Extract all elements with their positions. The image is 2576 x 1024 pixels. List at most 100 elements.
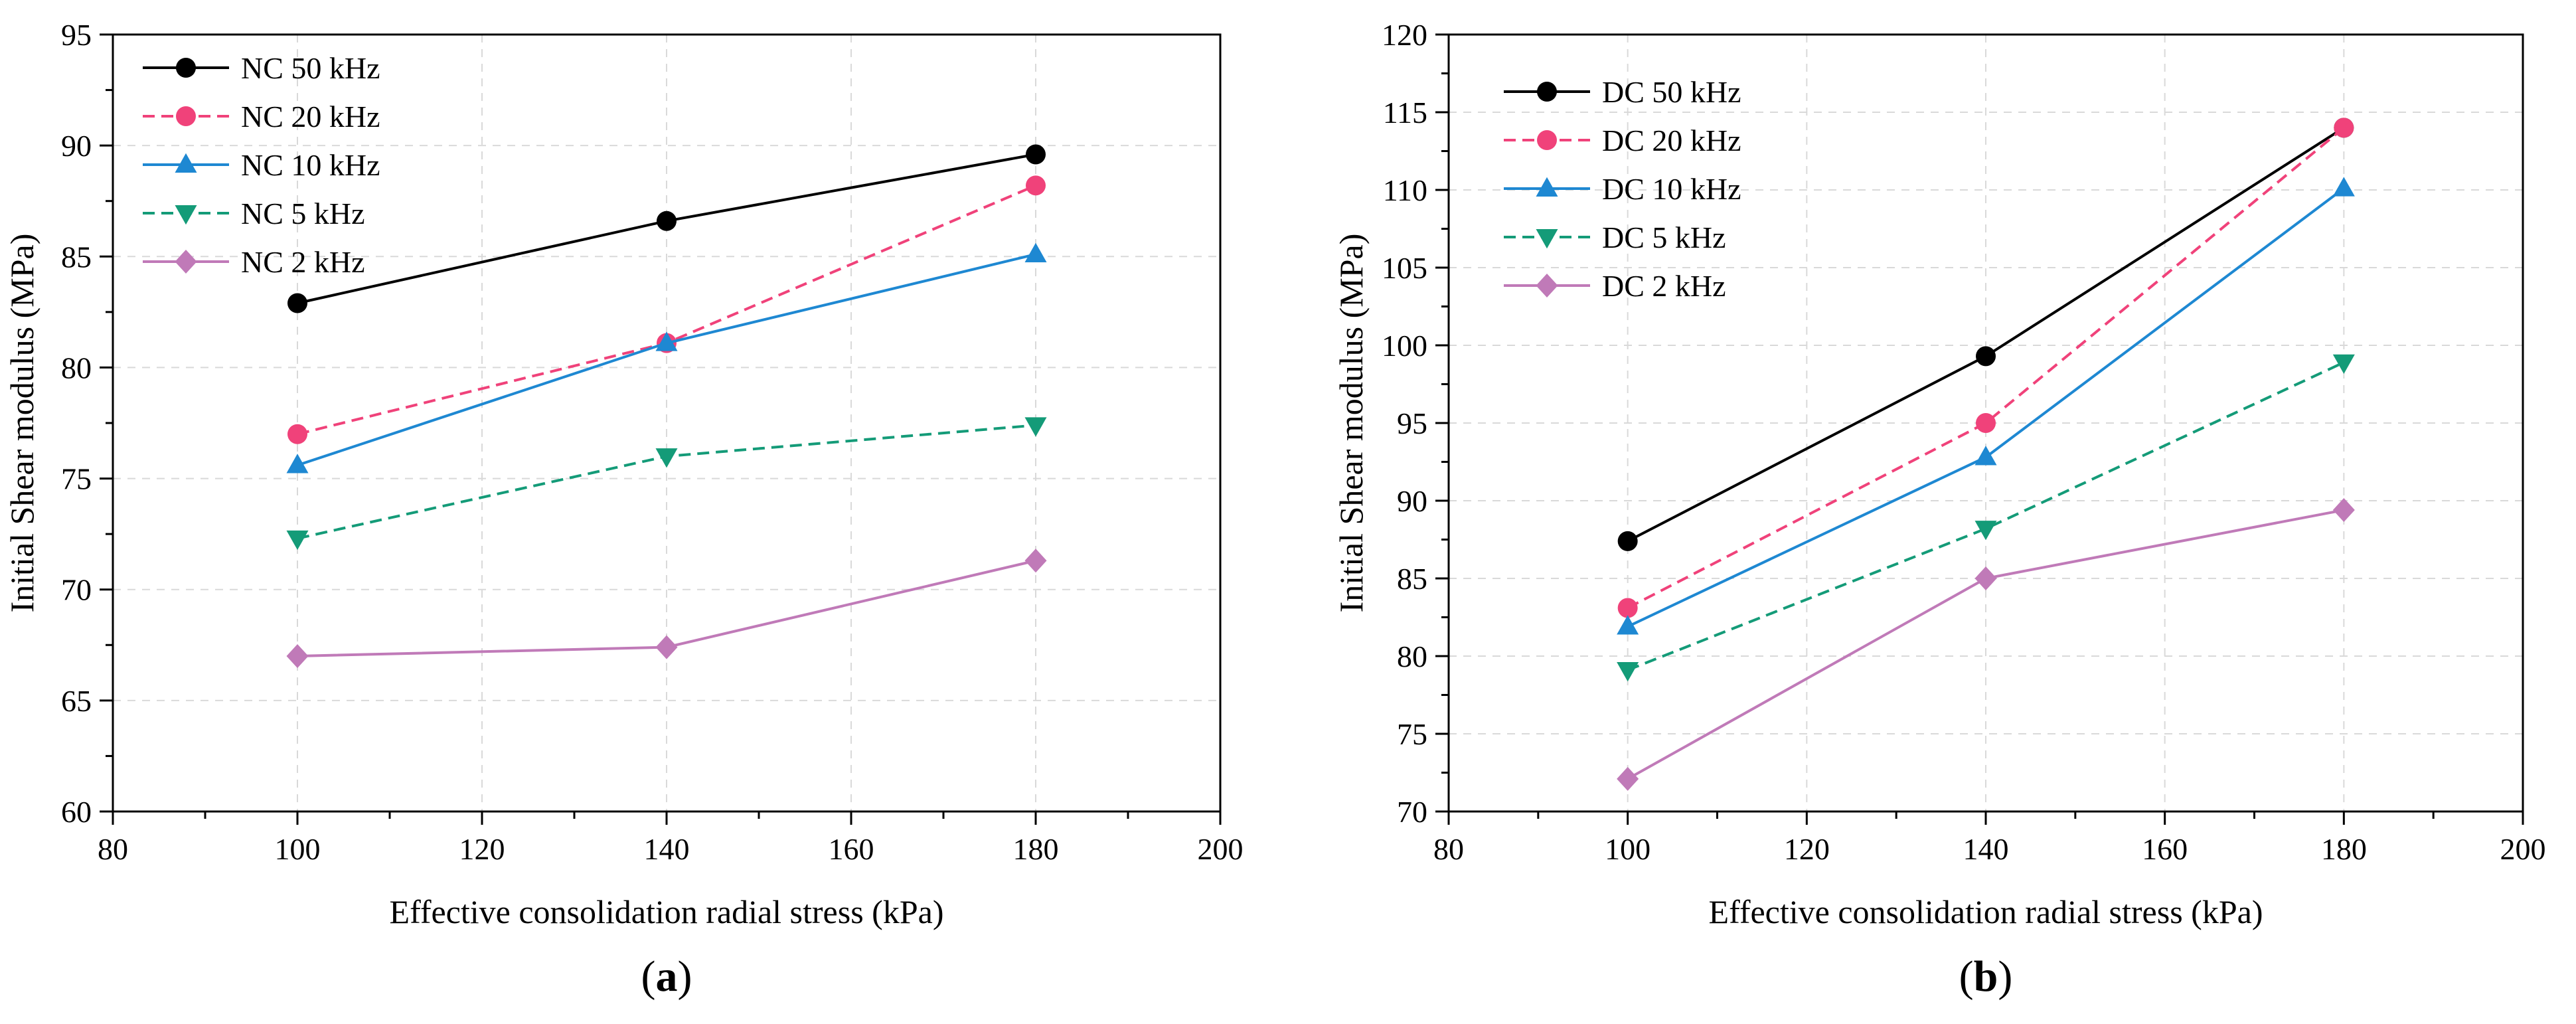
data-point — [1976, 346, 1996, 367]
y-tick-label: 95 — [61, 18, 92, 52]
y-tick-label: 100 — [1382, 329, 1427, 363]
data-point — [657, 211, 677, 231]
series-dc-10-khz — [1617, 177, 2355, 635]
data-point — [655, 635, 678, 659]
y-tick-label: 95 — [1397, 406, 1427, 440]
data-point — [1617, 615, 1639, 635]
x-tick-label: 140 — [1963, 832, 2009, 866]
data-point — [2332, 354, 2355, 374]
data-point — [655, 331, 678, 351]
series-nc-10-khz — [286, 242, 1047, 473]
legend-swatch-marker — [1537, 130, 1557, 150]
legend-swatch-marker — [176, 106, 196, 126]
legend-item: NC 20 kHz — [143, 100, 380, 133]
legend-item: DC 50 kHz — [1504, 75, 1741, 109]
x-tick-label: 80 — [1433, 832, 1464, 866]
y-axis-label: Initial Shear modulus (MPa) — [1332, 234, 1370, 613]
y-tick-label: 80 — [1397, 640, 1427, 673]
x-tick-label: 180 — [2321, 832, 2367, 866]
data-point — [1024, 242, 1047, 262]
series-line — [1627, 126, 2345, 610]
panel-label: (b) — [1959, 952, 2013, 1001]
legend-item: DC 10 kHz — [1504, 172, 1741, 206]
legend-swatch-marker — [1536, 177, 1558, 197]
y-axis-label: Initial Shear modulus (MPa) — [3, 234, 40, 613]
x-tick-label: 180 — [1013, 832, 1059, 866]
x-tick-label: 120 — [459, 832, 505, 866]
data-point — [1974, 566, 1997, 590]
y-tick-label: 65 — [61, 684, 92, 718]
legend-label: NC 20 kHz — [241, 100, 380, 133]
data-point — [1617, 598, 1638, 618]
y-tick-label: 70 — [1397, 795, 1427, 829]
data-point — [2332, 498, 2355, 523]
series-nc-50-khz — [287, 144, 1046, 313]
data-point — [287, 424, 307, 444]
data-point — [1617, 766, 1639, 791]
x-tick-label: 140 — [644, 832, 690, 866]
y-tick-label: 115 — [1383, 96, 1427, 129]
chart-panel-b: 80 100 120 140 160 180 200 70 75 80 85 90 95 100 105 11… — [1332, 18, 2546, 1001]
y-tick-label: 110 — [1383, 173, 1427, 207]
legend: DC 50 kHz DC 20 kHz DC 10 kHz DC 5 kHz DC 2 … — [1504, 75, 1741, 303]
legend-item: NC 5 kHz — [143, 197, 365, 230]
x-tick-label: 100 — [1605, 832, 1650, 866]
data-point — [1976, 413, 1996, 433]
x-tick-label: 160 — [829, 832, 874, 866]
x-tick-label: 80 — [98, 832, 128, 866]
data-point — [1974, 446, 1997, 466]
legend: NC 50 kHz NC 20 kHz NC 10 kHz NC 5 kHz NC 2 … — [143, 51, 380, 279]
x-axis-label: Effective consolidation radial stress (k… — [390, 893, 944, 930]
series-nc-5-khz — [286, 417, 1047, 551]
legend-label: NC 10 kHz — [241, 148, 380, 182]
data-point — [286, 644, 309, 668]
data-point — [2334, 118, 2354, 138]
legend-item: NC 10 kHz — [143, 148, 380, 182]
y-tick-label: 70 — [61, 573, 92, 607]
legend-swatch-marker — [175, 153, 197, 173]
data-point — [1024, 549, 1047, 573]
y-tick-label: 80 — [61, 351, 92, 384]
data-point — [1026, 144, 1046, 165]
legend-label: NC 5 kHz — [241, 197, 365, 230]
y-tick-label: 60 — [61, 795, 92, 829]
y-tick-label: 75 — [61, 462, 92, 496]
series-nc-2-khz — [286, 549, 1047, 668]
legend-swatch-marker — [1536, 274, 1558, 298]
series-dc-2-khz — [1617, 498, 2355, 791]
legend-swatch-marker — [1536, 229, 1558, 249]
data-point — [655, 448, 678, 468]
chart-panel-a: 80 100 120 140 160 180 200 60 65 70 75 80 85 90 95 Effe… — [3, 18, 1244, 1001]
legend-label: DC 20 kHz — [1602, 124, 1741, 157]
legend-item: DC 20 kHz — [1504, 124, 1741, 157]
legend-label: DC 50 kHz — [1602, 75, 1741, 109]
legend-swatch-marker — [175, 205, 197, 225]
data-point — [1026, 175, 1046, 196]
y-tick-label: 105 — [1382, 251, 1427, 285]
data-point — [1974, 521, 1997, 541]
x-tick-label: 100 — [275, 832, 321, 866]
legend-label: DC 5 kHz — [1602, 220, 1726, 254]
data-point — [1617, 531, 1638, 551]
x-tick-label: 120 — [1784, 832, 1830, 866]
data-point — [1617, 662, 1639, 682]
panel-label: (a) — [641, 952, 692, 1001]
data-point — [287, 293, 307, 313]
legend-label: NC 50 kHz — [241, 51, 380, 85]
x-tick-label: 160 — [2142, 832, 2188, 866]
x-tick-label: 200 — [2500, 832, 2546, 866]
legend-label: DC 10 kHz — [1602, 172, 1741, 206]
legend-item: NC 50 kHz — [143, 51, 380, 85]
legend-swatch-marker — [1537, 82, 1557, 102]
data-point — [286, 454, 309, 473]
legend-label: DC 2 kHz — [1602, 269, 1726, 303]
data-point — [1024, 417, 1047, 437]
y-tick-label: 75 — [1397, 717, 1427, 751]
legend-swatch-marker — [175, 250, 197, 274]
y-tick-label: 90 — [61, 129, 92, 163]
x-axis-label: Effective consolidation radial stress (k… — [1709, 893, 2263, 930]
series-dc-20-khz — [1617, 118, 2354, 618]
y-tick-label: 85 — [1397, 562, 1427, 596]
data-point — [2332, 177, 2355, 197]
